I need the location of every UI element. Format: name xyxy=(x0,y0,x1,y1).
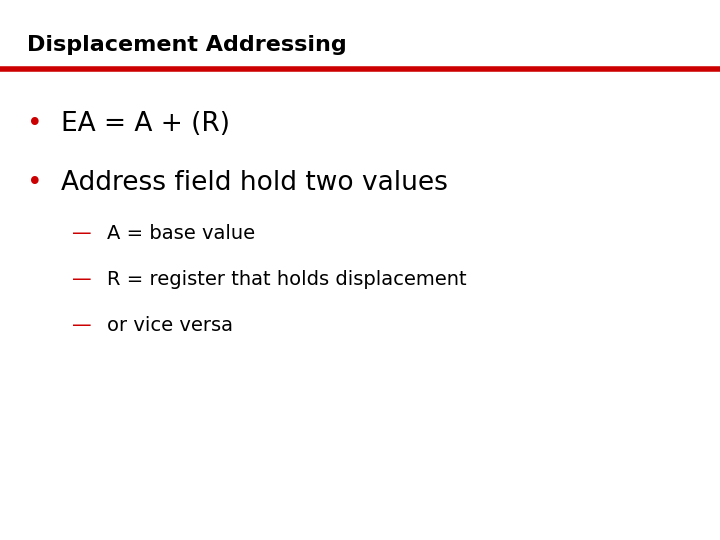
Text: •: • xyxy=(27,170,43,196)
Text: Address field hold two values: Address field hold two values xyxy=(61,170,448,196)
Text: EA = A + (R): EA = A + (R) xyxy=(61,111,230,137)
Text: R = register that holds displacement: R = register that holds displacement xyxy=(107,270,466,289)
Text: A = base value: A = base value xyxy=(107,224,255,243)
Text: —: — xyxy=(72,224,91,243)
Text: —: — xyxy=(72,316,91,335)
Text: —: — xyxy=(72,270,91,289)
Text: Displacement Addressing: Displacement Addressing xyxy=(27,35,347,55)
Text: •: • xyxy=(27,111,43,137)
Text: or vice versa: or vice versa xyxy=(107,316,233,335)
